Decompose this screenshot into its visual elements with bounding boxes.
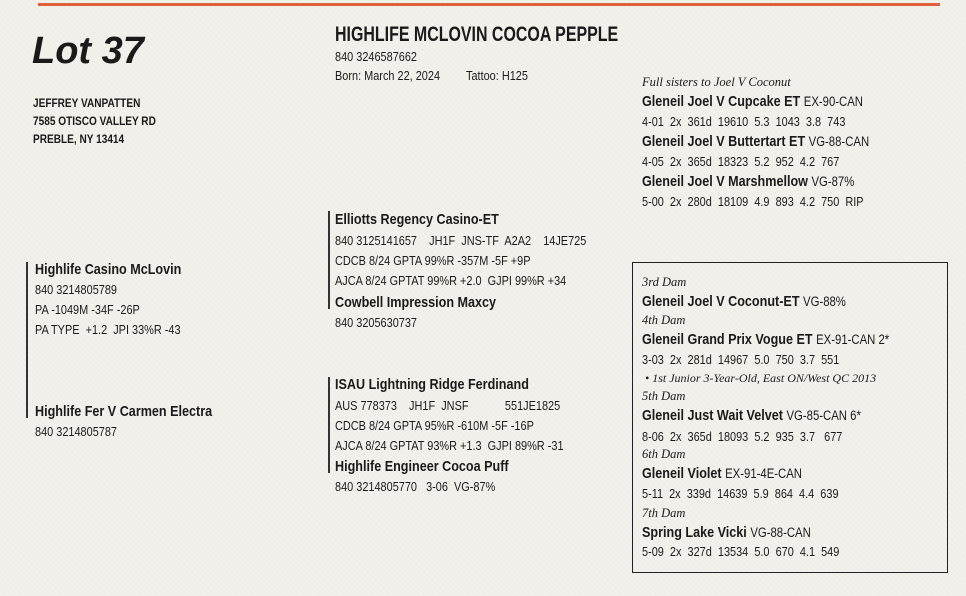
sister-name: Gleneil Joel V Buttertart ET xyxy=(642,133,806,150)
generation: 7th Dam xyxy=(642,506,686,520)
sire-dam-info: 840 3205630737 xyxy=(335,315,417,330)
sister-record: 4-05 2x 365d 18323 5.2 952 4.2 767 xyxy=(642,154,840,169)
classification: EX-90-CAN xyxy=(803,94,864,109)
dam-dam-info: 840 3214805770 3-06 VG-87% xyxy=(335,479,496,494)
dam-sire-info: AUS 778373 JH1F JNSF 551JE1825 xyxy=(335,398,561,413)
sire-info: PA TYPE +1.2 JPI 33%R -43 xyxy=(35,322,181,337)
ancestor: Gleneil Just Wait Velvet VG-85-CAN 6* xyxy=(642,408,861,423)
ancestor: Gleneil Joel V Coconut-ET VG-88% xyxy=(642,294,846,309)
lot-number: Lot 37 xyxy=(32,30,144,72)
sire-sire-info: AJCA 8/24 GPTAT 99%R +2.0 GJPI 99%R +34 xyxy=(335,273,567,288)
ancestor-name: Spring Lake Vicki xyxy=(642,524,747,541)
sire-sire-info: CDCB 8/24 GPTA 99%R -357M -5F +9P xyxy=(335,253,531,268)
classification: EX-91-CAN 2* xyxy=(816,332,890,347)
ancestor: Gleneil Violet EX-91-4E-CAN xyxy=(642,466,802,481)
pedigree-bracket xyxy=(328,377,330,473)
classification: EX-91-4E-CAN xyxy=(725,466,802,481)
sister: Gleneil Joel V Cupcake ET EX-90-CAN xyxy=(642,94,863,109)
birth-date: Born: March 22, 2024 xyxy=(335,68,441,83)
ancestor: Spring Lake Vicki VG-88-CAN xyxy=(642,525,811,540)
pedigree-bracket xyxy=(26,262,28,418)
ancestor-name: Gleneil Joel V Coconut-ET xyxy=(642,293,800,310)
ancestor-name: Gleneil Just Wait Velvet xyxy=(642,407,783,424)
classification: VG-88-CAN xyxy=(750,525,811,540)
consignor-city: PREBLE, NY 13414 xyxy=(33,132,125,146)
classification: VG-85-CAN 6* xyxy=(786,408,861,423)
classification: VG-88% xyxy=(803,294,846,309)
sire-info: 840 3214805789 xyxy=(35,282,117,297)
generation: 3rd Dam xyxy=(642,275,687,289)
sire-dam-name: Cowbell Impression Maxcy xyxy=(335,294,497,311)
dam-sire-info: AJCA 8/24 GPTAT 93%R +1.3 GJPI 89%R -31 xyxy=(335,438,564,453)
sire-info: PA -1049M -34F -26P xyxy=(35,302,140,317)
ancestor: Gleneil Grand Prix Vogue ET EX-91-CAN 2* xyxy=(642,332,889,347)
ancestor-note: • 1st Junior 3-Year-Old, East ON/West QC… xyxy=(645,371,877,385)
dam-name: Highlife Fer V Carmen Electra xyxy=(35,403,213,420)
maternal-line-box xyxy=(632,262,948,573)
ancestor-name: Gleneil Grand Prix Vogue ET xyxy=(642,331,813,348)
classification: VG-88-CAN xyxy=(808,134,870,149)
sire-name: Highlife Casino McLovin xyxy=(35,261,182,278)
sire-sire-name: Elliotts Regency Casino-ET xyxy=(335,211,499,228)
sire-sire-info: 840 3125141657 JH1F JNS-TF A2A2 14JE725 xyxy=(335,233,587,248)
top-rule xyxy=(38,3,940,6)
ancestor-record: 5-09 2x 327d 13534 5.0 670 4.1 549 xyxy=(642,544,840,559)
generation: 4th Dam xyxy=(642,313,686,327)
sister-name: Gleneil Joel V Marshmellow xyxy=(642,173,808,190)
consignor-address: 7585 OTISCO VALLEY RD xyxy=(33,114,156,128)
sister-record: 4-01 2x 361d 19610 5.3 1043 3.8 743 xyxy=(642,114,846,129)
sister-name: Gleneil Joel V Cupcake ET xyxy=(642,93,801,110)
generation: 6th Dam xyxy=(642,447,686,461)
dam-sire-name: ISAU Lightning Ridge Ferdinand xyxy=(335,376,529,393)
ancestor-record: 8-06 2x 365d 18093 5.2 935 3.7 677 xyxy=(642,429,843,444)
dam-sire-info: CDCB 8/24 GPTA 95%R -610M -5F -16P xyxy=(335,418,534,433)
animal-name: HIGHLIFE MCLOVIN COCOA PEPPLE xyxy=(335,23,619,46)
pedigree-bracket xyxy=(328,211,330,309)
dam-info: 840 3214805787 xyxy=(35,424,117,439)
ancestor-record: 5-11 2x 339d 14639 5.9 864 4.4 639 xyxy=(642,486,839,501)
dam-dam-name: Highlife Engineer Cocoa Puff xyxy=(335,458,509,475)
sister: Gleneil Joel V Buttertart ET VG-88-CAN xyxy=(642,134,869,149)
ancestor-record: 3-03 2x 281d 14967 5.0 750 3.7 551 xyxy=(642,352,840,367)
sister: Gleneil Joel V Marshmellow VG-87% xyxy=(642,174,854,189)
generation: 5th Dam xyxy=(642,389,686,403)
classification: VG-87% xyxy=(811,174,855,189)
sisters-heading: Full sisters to Joel V Coconut xyxy=(642,75,791,89)
consignor-name: JEFFREY VANPATTEN xyxy=(33,96,141,110)
registration: 840 3246587662 xyxy=(335,49,417,64)
sister-record: 5-00 2x 280d 18109 4.9 893 4.2 750 RIP xyxy=(642,194,864,209)
tattoo: Tattoo: H125 xyxy=(466,68,528,83)
ancestor-name: Gleneil Violet xyxy=(642,465,722,482)
